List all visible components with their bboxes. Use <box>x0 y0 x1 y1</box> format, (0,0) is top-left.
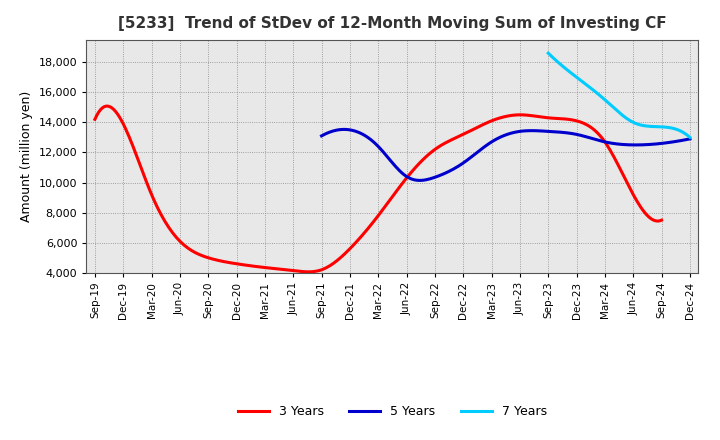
5 Years <box>539 128 548 134</box>
3 Years <box>102 103 111 109</box>
7 Years <box>631 121 639 126</box>
7 Years <box>672 127 681 132</box>
5 Years <box>538 128 546 134</box>
Line: 7 Years: 7 Years <box>548 53 690 137</box>
7 Years <box>629 119 637 125</box>
5 Years <box>415 178 424 183</box>
Title: [5233]  Trend of StDev of 12-Month Moving Sum of Investing CF: [5233] Trend of StDev of 12-Month Moving… <box>118 16 667 32</box>
7 Years <box>544 51 552 56</box>
Line: 3 Years: 3 Years <box>95 106 662 272</box>
3 Years <box>430 147 438 153</box>
3 Years <box>441 140 450 146</box>
3 Years <box>432 146 441 151</box>
5 Years <box>685 136 694 142</box>
3 Years <box>608 151 616 157</box>
3 Years <box>92 113 101 118</box>
5 Years <box>654 141 662 147</box>
Line: 5 Years: 5 Years <box>322 129 690 180</box>
5 Years <box>318 133 326 139</box>
7 Years <box>544 51 553 56</box>
3 Years <box>572 118 580 123</box>
5 Years <box>339 127 348 132</box>
3 Years <box>657 217 666 223</box>
3 Years <box>305 269 313 275</box>
5 Years <box>630 142 639 147</box>
5 Years <box>318 132 327 138</box>
Y-axis label: Amount (million yen): Amount (million yen) <box>20 91 33 222</box>
7 Years <box>663 125 672 130</box>
Legend: 3 Years, 5 Years, 7 Years: 3 Years, 5 Years, 7 Years <box>233 400 552 423</box>
5 Years <box>545 129 554 134</box>
7 Years <box>685 135 694 140</box>
3 Years <box>91 117 99 122</box>
7 Years <box>628 119 636 125</box>
